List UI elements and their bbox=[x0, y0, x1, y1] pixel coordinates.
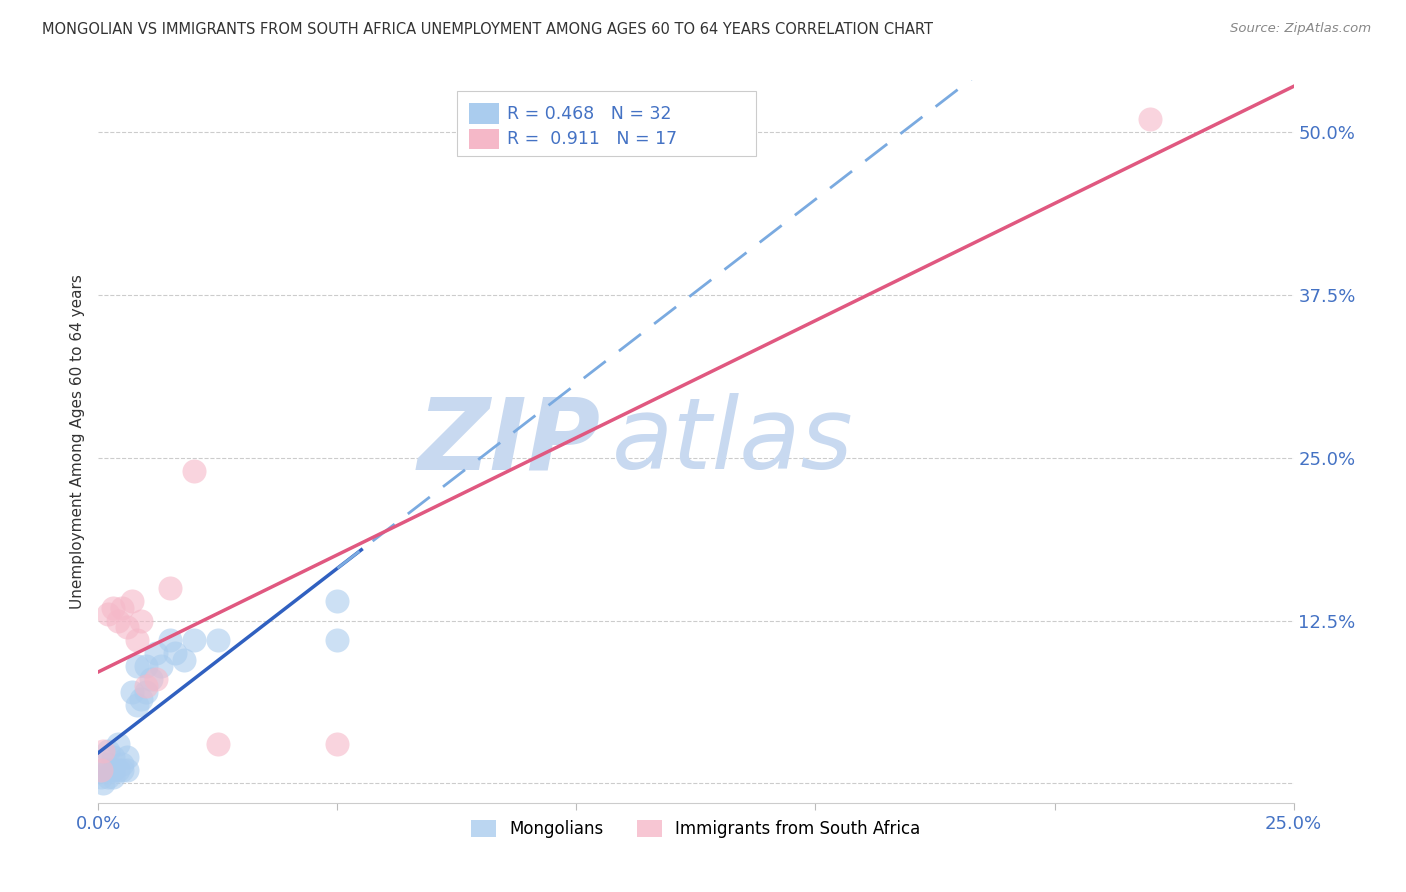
Point bbox=[159, 633, 181, 648]
Point bbox=[91, 764, 114, 778]
Point bbox=[91, 776, 114, 790]
Point bbox=[101, 750, 124, 764]
Point bbox=[97, 764, 120, 778]
Point bbox=[135, 659, 157, 673]
FancyBboxPatch shape bbox=[470, 103, 499, 124]
Point bbox=[94, 756, 117, 771]
Point bbox=[125, 659, 148, 673]
Point bbox=[101, 764, 124, 778]
Point bbox=[90, 770, 112, 784]
Point bbox=[149, 659, 172, 673]
Point bbox=[111, 756, 134, 771]
Text: Source: ZipAtlas.com: Source: ZipAtlas.com bbox=[1230, 22, 1371, 36]
Point bbox=[183, 464, 205, 478]
Point bbox=[1139, 112, 1161, 127]
Point bbox=[115, 750, 138, 764]
Point bbox=[159, 581, 181, 595]
Point bbox=[101, 770, 124, 784]
Point bbox=[121, 685, 143, 699]
Point bbox=[101, 600, 124, 615]
Point bbox=[326, 594, 349, 608]
Point bbox=[91, 744, 114, 758]
Point bbox=[90, 764, 112, 778]
Point bbox=[131, 691, 153, 706]
Point bbox=[145, 672, 167, 686]
Point bbox=[111, 600, 134, 615]
Point bbox=[97, 744, 120, 758]
Text: R =  0.911   N = 17: R = 0.911 N = 17 bbox=[508, 130, 678, 148]
Point bbox=[135, 685, 157, 699]
Point bbox=[135, 679, 157, 693]
Y-axis label: Unemployment Among Ages 60 to 64 years: Unemployment Among Ages 60 to 64 years bbox=[69, 274, 84, 609]
Text: R = 0.468   N = 32: R = 0.468 N = 32 bbox=[508, 104, 672, 122]
Text: ZIP: ZIP bbox=[418, 393, 600, 490]
Point bbox=[111, 764, 134, 778]
Point bbox=[207, 633, 229, 648]
Point bbox=[183, 633, 205, 648]
Point bbox=[107, 764, 129, 778]
Point bbox=[97, 607, 120, 621]
FancyBboxPatch shape bbox=[470, 128, 499, 149]
Point bbox=[115, 764, 138, 778]
Point bbox=[125, 698, 148, 713]
Point bbox=[326, 737, 349, 751]
FancyBboxPatch shape bbox=[457, 91, 756, 156]
Point bbox=[145, 646, 167, 660]
Point bbox=[107, 737, 129, 751]
Point bbox=[207, 737, 229, 751]
Point bbox=[131, 614, 153, 628]
Point bbox=[125, 633, 148, 648]
Point bbox=[107, 614, 129, 628]
Legend: Mongolians, Immigrants from South Africa: Mongolians, Immigrants from South Africa bbox=[464, 814, 928, 845]
Point bbox=[97, 770, 120, 784]
Point bbox=[163, 646, 186, 660]
Text: MONGOLIAN VS IMMIGRANTS FROM SOUTH AFRICA UNEMPLOYMENT AMONG AGES 60 TO 64 YEARS: MONGOLIAN VS IMMIGRANTS FROM SOUTH AFRIC… bbox=[42, 22, 934, 37]
Point bbox=[173, 652, 195, 666]
Point bbox=[139, 672, 162, 686]
Point bbox=[121, 594, 143, 608]
Point bbox=[326, 633, 349, 648]
Point bbox=[115, 620, 138, 634]
Text: atlas: atlas bbox=[613, 393, 853, 490]
